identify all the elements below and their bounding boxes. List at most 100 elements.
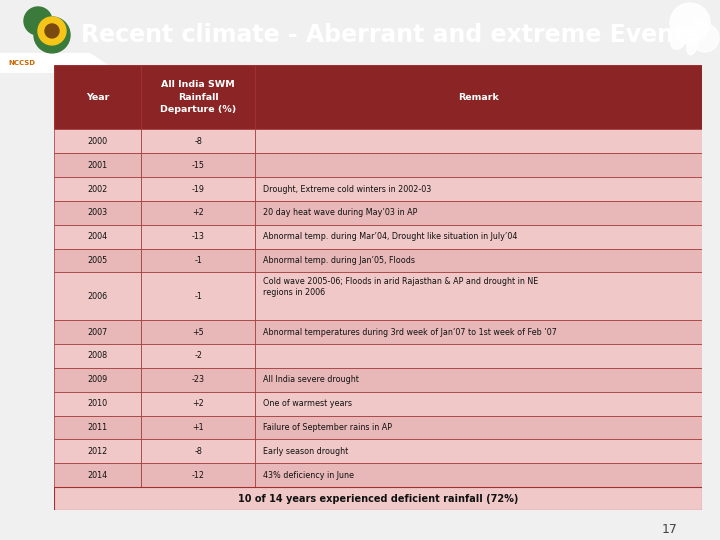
Bar	[142, 344, 255, 368]
Text: 2012: 2012	[88, 447, 108, 456]
Bar	[142, 440, 255, 463]
Bar	[54, 320, 142, 344]
Text: 2006: 2006	[88, 292, 108, 301]
Text: Cold wave 2005-06; Floods in arid Rajasthan & AP and drought in NE
regions in 20: Cold wave 2005-06; Floods in arid Rajast…	[263, 277, 538, 297]
Bar	[142, 463, 255, 487]
Text: -1: -1	[194, 256, 202, 265]
Bar	[54, 344, 142, 368]
Bar	[142, 416, 255, 440]
Bar	[54, 368, 142, 392]
Bar	[142, 177, 255, 201]
Text: -12: -12	[192, 471, 204, 480]
Text: 10 of 14 years experienced deficient rainfall (72%): 10 of 14 years experienced deficient rai…	[238, 494, 518, 504]
Bar	[54, 153, 142, 177]
Bar	[142, 368, 255, 392]
Text: 20 day heat wave during May’03 in AP: 20 day heat wave during May’03 in AP	[263, 208, 417, 218]
Text: -2: -2	[194, 352, 202, 361]
Bar	[255, 392, 702, 416]
Bar	[54, 273, 142, 320]
Text: Year: Year	[86, 92, 109, 102]
Bar	[142, 273, 255, 320]
Bar	[142, 248, 255, 273]
Text: 2003: 2003	[88, 208, 108, 218]
Bar	[142, 320, 255, 344]
Bar	[142, 65, 255, 130]
Bar	[54, 225, 142, 248]
Bar	[255, 368, 702, 392]
Text: +2: +2	[192, 399, 204, 408]
Text: NCCSD: NCCSD	[8, 60, 35, 66]
Text: -15: -15	[192, 161, 204, 170]
Text: All India severe drought: All India severe drought	[263, 375, 359, 384]
Bar	[142, 392, 255, 416]
Text: 17: 17	[662, 523, 678, 536]
Bar	[255, 416, 702, 440]
Bar	[255, 130, 702, 153]
Text: 43% deficiency in June: 43% deficiency in June	[263, 471, 354, 480]
Text: Abnormal temperatures during 3rd week of Jan’07 to 1st week of Feb ’07: Abnormal temperatures during 3rd week of…	[263, 328, 557, 336]
Text: Remark: Remark	[458, 92, 499, 102]
Text: 2002: 2002	[88, 185, 108, 193]
Circle shape	[24, 7, 52, 35]
Text: 2014: 2014	[88, 471, 108, 480]
Circle shape	[45, 24, 59, 38]
Bar	[255, 320, 702, 344]
Bar	[255, 273, 702, 320]
Text: -23: -23	[192, 375, 204, 384]
Ellipse shape	[693, 17, 707, 38]
Bar	[255, 463, 702, 487]
Bar	[54, 440, 142, 463]
Bar	[54, 416, 142, 440]
Text: -1: -1	[194, 292, 202, 301]
Bar	[255, 248, 702, 273]
Bar	[54, 463, 142, 487]
Bar	[255, 177, 702, 201]
Circle shape	[670, 3, 710, 43]
Text: Abnormal temp. during Mar’04, Drought like situation in July’04: Abnormal temp. during Mar’04, Drought li…	[263, 232, 517, 241]
Text: Abnormal temp. during Jan’05, Floods: Abnormal temp. during Jan’05, Floods	[263, 256, 415, 265]
Text: 2000: 2000	[88, 137, 108, 146]
Text: All India SWM
Rainfall
Departure (%): All India SWM Rainfall Departure (%)	[160, 80, 236, 114]
Ellipse shape	[687, 35, 697, 55]
Text: 2005: 2005	[88, 256, 108, 265]
Bar	[255, 440, 702, 463]
Circle shape	[34, 17, 70, 53]
Text: 2009: 2009	[88, 375, 108, 384]
Bar	[142, 201, 255, 225]
Text: Recent climate - Aberrant and extreme Events: Recent climate - Aberrant and extreme Ev…	[81, 23, 699, 47]
Text: Failure of September rains in AP: Failure of September rains in AP	[263, 423, 392, 432]
Bar	[142, 225, 255, 248]
Circle shape	[691, 24, 719, 52]
Circle shape	[38, 17, 66, 45]
Text: +5: +5	[192, 328, 204, 336]
Text: 2010: 2010	[88, 399, 108, 408]
Ellipse shape	[671, 26, 689, 49]
Text: Drought, Extreme cold winters in 2002-03: Drought, Extreme cold winters in 2002-03	[263, 185, 431, 193]
Text: Early season drought: Early season drought	[263, 447, 348, 456]
Bar	[255, 225, 702, 248]
Bar	[54, 201, 142, 225]
Bar	[255, 65, 702, 130]
Bar	[54, 487, 702, 510]
Bar	[142, 130, 255, 153]
Text: 2007: 2007	[88, 328, 108, 336]
Bar	[54, 177, 142, 201]
Bar	[54, 248, 142, 273]
Bar	[255, 153, 702, 177]
Text: +2: +2	[192, 208, 204, 218]
Text: -19: -19	[192, 185, 204, 193]
Bar	[255, 201, 702, 225]
Bar	[54, 65, 142, 130]
Text: +1: +1	[192, 423, 204, 432]
Bar	[54, 392, 142, 416]
Text: One of warmest years: One of warmest years	[263, 399, 351, 408]
Text: 2011: 2011	[88, 423, 108, 432]
Text: 2001: 2001	[88, 161, 108, 170]
Text: -8: -8	[194, 137, 202, 146]
Text: -8: -8	[194, 447, 202, 456]
Text: 2008: 2008	[88, 352, 108, 361]
Bar	[255, 344, 702, 368]
Text: 2004: 2004	[88, 232, 108, 241]
Polygon shape	[0, 53, 120, 73]
Bar	[142, 153, 255, 177]
